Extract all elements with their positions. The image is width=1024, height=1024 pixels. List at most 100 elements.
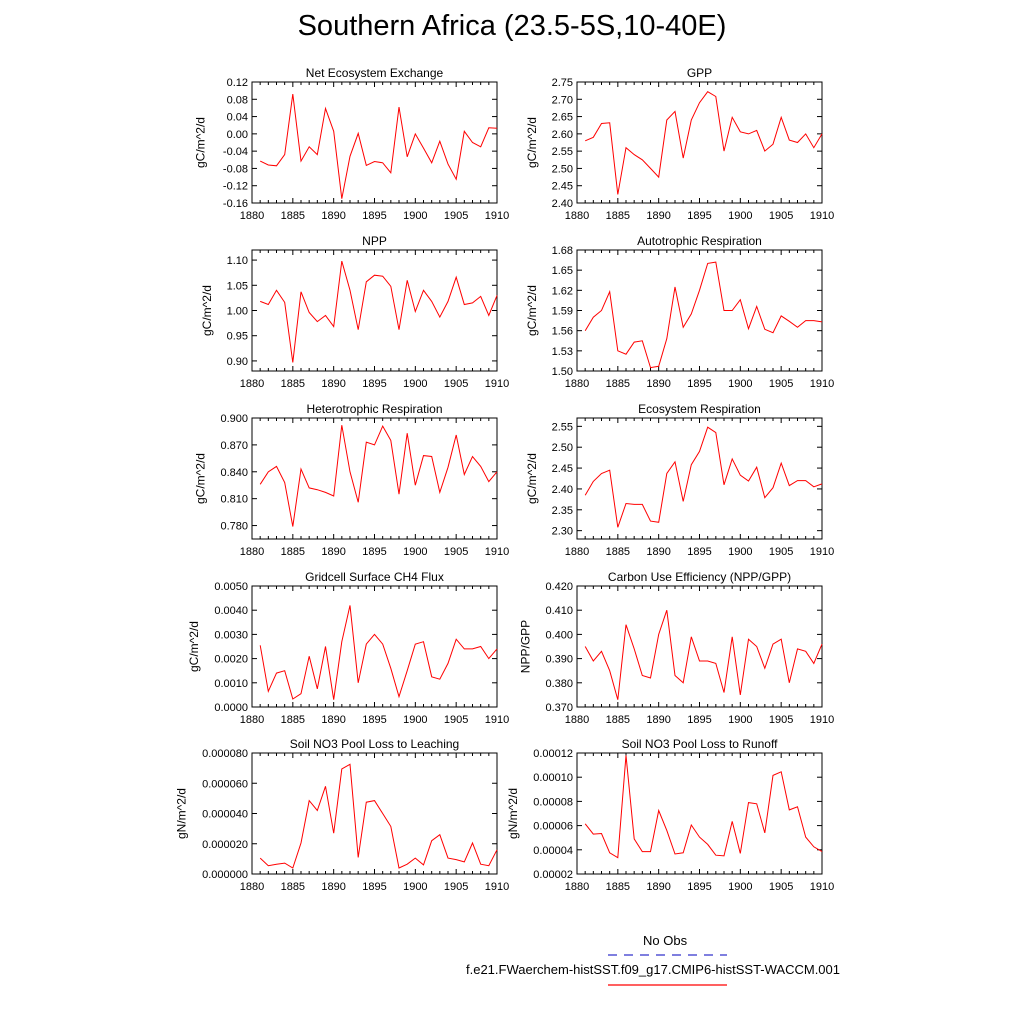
y-tick-label: 1.62 <box>552 285 573 297</box>
page-title: Southern Africa (23.5-5S,10-40E) <box>297 10 727 42</box>
x-tick-label: 1890 <box>321 881 345 893</box>
x-tick-label: 1905 <box>769 881 793 893</box>
x-tick-label: 1895 <box>687 210 711 222</box>
x-tick-label: 1885 <box>281 378 305 390</box>
y-axis-label: gC/m^2/d <box>525 285 539 336</box>
y-tick-label: 0.000000 <box>202 869 248 881</box>
x-tick-label: 1895 <box>687 378 711 390</box>
y-tick-label: 0.380 <box>545 678 573 690</box>
y-tick-label: 1.05 <box>227 280 248 292</box>
x-tick-label: 1910 <box>485 714 509 726</box>
y-tick-label: 0.12 <box>227 77 248 89</box>
x-tick-label: 1890 <box>321 714 345 726</box>
y-tick-label: 0.04 <box>227 112 248 124</box>
y-tick-label: 0.810 <box>220 494 248 506</box>
x-tick-label: 1880 <box>240 546 264 558</box>
y-axis-label: gN/m^2/d <box>175 788 189 839</box>
x-tick-label: 1900 <box>403 546 427 558</box>
chart-title: Autotrophic Respiration <box>637 234 762 248</box>
x-tick-label: 1905 <box>444 546 468 558</box>
y-axis-label: gC/m^2/d <box>525 453 539 504</box>
panel-heterotrophic-respiration: Heterotrophic Respiration 1880 1885 1890 189… <box>194 402 510 558</box>
x-tick-label: 1890 <box>646 881 670 893</box>
y-axis-label: gC/m^2/d <box>194 453 208 504</box>
y-axis-label: gC/m^2/d <box>194 117 208 168</box>
y-tick-label: 1.68 <box>552 245 573 257</box>
x-tick-label: 1880 <box>565 546 589 558</box>
chart-title: NPP <box>362 234 387 248</box>
series-line <box>585 91 823 195</box>
y-tick-label: 2.55 <box>552 421 573 433</box>
x-tick-label: 1895 <box>362 210 386 222</box>
y-tick-label: 0.90 <box>227 356 248 368</box>
y-tick-label: 0.0030 <box>214 629 248 641</box>
y-axis-label: gC/m^2/d <box>525 117 539 168</box>
y-tick-label: 2.65 <box>552 112 573 124</box>
x-tick-label: 1910 <box>485 378 509 390</box>
y-tick-label: 0.00012 <box>533 748 573 760</box>
y-tick-label: 0.0010 <box>214 678 248 690</box>
x-tick-label: 1905 <box>444 881 468 893</box>
y-tick-label: 2.75 <box>552 77 573 89</box>
x-tick-label: 1900 <box>728 714 752 726</box>
x-tick-label: 1910 <box>485 210 509 222</box>
x-tick-label: 1890 <box>321 546 345 558</box>
series-line <box>584 261 823 369</box>
x-tick-label: 1905 <box>444 210 468 222</box>
x-tick-label: 1895 <box>362 714 386 726</box>
x-tick-label: 1900 <box>728 546 752 558</box>
x-tick-label: 1880 <box>240 210 264 222</box>
x-tick-label: 1905 <box>444 378 468 390</box>
x-tick-label: 1890 <box>646 378 670 390</box>
chart-title: Soil NO3 Pool Loss to Leaching <box>290 737 459 751</box>
chart-title: Heterotrophic Respiration <box>306 402 442 416</box>
y-tick-label: 0.400 <box>545 629 573 641</box>
plot-frame <box>576 752 823 875</box>
x-tick-label: 1885 <box>281 714 305 726</box>
y-tick-label: 1.65 <box>552 265 573 277</box>
y-tick-label: 0.00 <box>227 129 248 141</box>
panel-soil-no3-pool-loss-to-runoff: Soil NO3 Pool Loss to Runoff 1880 1885 1890… <box>506 737 834 893</box>
series-line <box>259 424 498 527</box>
x-tick-label: 1905 <box>769 546 793 558</box>
x-tick-label: 1895 <box>362 546 386 558</box>
x-tick-label: 1885 <box>281 210 305 222</box>
panel-soil-no3-pool-loss-to-leaching: Soil NO3 Pool Loss to Leaching 1880 1885 18… <box>175 737 510 893</box>
y-tick-label: 0.00010 <box>533 772 573 784</box>
x-tick-label: 1890 <box>646 546 670 558</box>
panel-carbon-use-efficiency-npp-gpp: Carbon Use Efficiency (NPP/GPP) 1880 1885 1… <box>519 570 835 726</box>
y-tick-label: 2.50 <box>552 163 573 175</box>
y-tick-label: 0.00006 <box>533 821 573 833</box>
x-tick-label: 1910 <box>485 546 509 558</box>
y-tick-label: 0.000040 <box>202 809 248 821</box>
y-tick-label: 1.10 <box>227 255 248 267</box>
y-tick-label: 2.70 <box>552 94 573 106</box>
plot-frame <box>576 417 823 540</box>
panel-net-ecosystem-exchange: Net Ecosystem Exchange 1880 1885 1890 1895 19… <box>194 66 510 222</box>
series-line <box>584 755 823 859</box>
series-line <box>259 94 498 199</box>
x-tick-label: 1910 <box>810 881 834 893</box>
y-tick-label: 1.59 <box>552 306 573 318</box>
x-tick-label: 1900 <box>403 210 427 222</box>
y-tick-label: 2.45 <box>552 463 573 475</box>
y-tick-label: 0.00004 <box>533 845 573 857</box>
x-tick-label: 1890 <box>646 210 670 222</box>
y-tick-label: 2.40 <box>552 198 573 210</box>
x-tick-label: 1885 <box>281 881 305 893</box>
x-tick-label: 1890 <box>646 714 670 726</box>
y-tick-label: 0.780 <box>220 521 248 533</box>
x-tick-label: 1885 <box>281 546 305 558</box>
y-tick-label: 0.000080 <box>202 748 248 760</box>
x-tick-label: 1895 <box>362 881 386 893</box>
x-tick-label: 1880 <box>240 881 264 893</box>
x-tick-label: 1900 <box>403 881 427 893</box>
y-tick-label: 0.000060 <box>202 778 248 790</box>
x-tick-label: 1900 <box>403 378 427 390</box>
y-axis-label: gN/m^2/d <box>506 788 520 839</box>
y-tick-label: 0.0000 <box>214 702 248 714</box>
x-tick-label: 1900 <box>403 714 427 726</box>
y-tick-label: 0.00002 <box>533 869 573 881</box>
x-tick-label: 1885 <box>606 714 630 726</box>
x-tick-label: 1895 <box>362 378 386 390</box>
